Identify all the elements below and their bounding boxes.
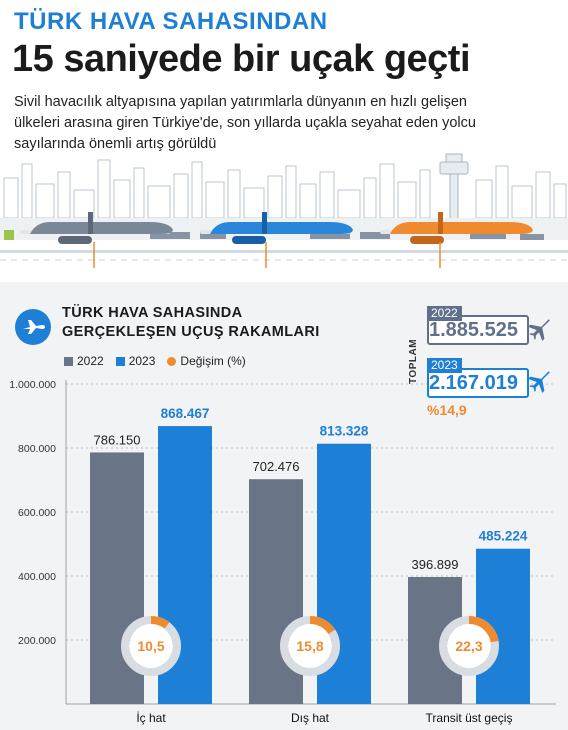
runway-edge bbox=[0, 250, 568, 253]
legend-item-2022: 2022 bbox=[64, 354, 104, 368]
x-category-label: Transit üst geçiş bbox=[426, 711, 513, 725]
orange-airplane-illustration bbox=[380, 212, 533, 244]
legend-item-2023: 2023 bbox=[115, 354, 156, 368]
city-skyline bbox=[3, 159, 567, 219]
airplane-2023-icon bbox=[528, 371, 550, 393]
total-2022-year: 2022 bbox=[427, 306, 462, 321]
y-tick-label: 400.000 bbox=[18, 571, 56, 583]
gray-airplane-illustration bbox=[20, 212, 173, 244]
intro-text: Sivil havacılık altyapısına yapılan yatı… bbox=[14, 94, 476, 152]
y-tick-label: 800.000 bbox=[18, 443, 56, 455]
control-tower bbox=[439, 153, 469, 229]
change-donut-arc bbox=[309, 616, 336, 635]
runway-guide-lines bbox=[93, 242, 441, 268]
y-tick-label: 200.000 bbox=[18, 635, 56, 647]
chart-legend: 2022 2023 Değişim (%) bbox=[64, 354, 246, 368]
bar-value-label-2023: 485.224 bbox=[479, 529, 528, 544]
total-2022-value: 1.885.525 bbox=[429, 319, 518, 341]
legend-label-2022: 2022 bbox=[77, 354, 104, 368]
total-2023-box bbox=[427, 368, 529, 398]
change-donut-arc bbox=[468, 616, 499, 643]
section-title-line2: GERÇEKLEŞEN UÇUŞ RAKAMLARI bbox=[62, 324, 320, 340]
x-category-label: Dış hat bbox=[291, 711, 330, 725]
legend-swatch-2022 bbox=[64, 356, 73, 366]
change-value-label: 22,3 bbox=[455, 638, 482, 654]
y-tick-label: 600.000 bbox=[18, 507, 56, 519]
bar-value-label-2022: 396.899 bbox=[412, 557, 459, 572]
change-donut-center bbox=[447, 624, 491, 668]
legend-item-change: Değişim (%) bbox=[167, 354, 246, 368]
change-donut-arc bbox=[150, 616, 170, 629]
total-2023-year: 2023 bbox=[427, 358, 462, 373]
bar-value-label-2023: 868.467 bbox=[161, 406, 210, 421]
section-title: TÜRK HAVA SAHASINDA GERÇEKLEŞEN UÇUŞ RAK… bbox=[62, 304, 320, 342]
totals-vertical-label: TOPLAM bbox=[408, 338, 419, 384]
airport-scene-illustration bbox=[0, 153, 568, 268]
bar-chart: 200.000 400.000 600.000 800.000 1.000.000 786… bbox=[9, 379, 556, 725]
airplane-icon bbox=[15, 309, 51, 345]
airplane-2022-icon bbox=[528, 319, 550, 341]
x-category-label: İç hat bbox=[136, 711, 166, 725]
bar-value-label-2022: 702.476 bbox=[253, 459, 300, 474]
headline: 15 saniyede bir uçak geçti bbox=[12, 38, 471, 80]
legend-label-2023: 2023 bbox=[128, 354, 156, 368]
y-tick-label: 1.000.000 bbox=[9, 379, 56, 391]
kicker-title: TÜRK HAVA SAHASINDAN bbox=[14, 8, 328, 35]
bar-value-label-2023: 813.328 bbox=[320, 424, 369, 439]
legend-swatch-change bbox=[167, 356, 177, 366]
bar-value-label-2022: 786.150 bbox=[94, 432, 141, 447]
chart-section: 200.000 400.000 600.000 800.000 1.000.000 786… bbox=[0, 282, 568, 730]
ground-vehicles bbox=[4, 230, 544, 240]
change-value-label: 15,8 bbox=[296, 638, 323, 654]
legend-swatch-2023 bbox=[115, 356, 125, 366]
change-value-label: 10,5 bbox=[137, 638, 164, 654]
blue-airplane-illustration bbox=[200, 212, 353, 244]
change-donut-center bbox=[288, 624, 332, 668]
change-donut-center bbox=[129, 624, 173, 668]
section-title-line1: TÜRK HAVA SAHASINDA bbox=[62, 305, 243, 321]
legend-label-change: Değişim (%) bbox=[180, 354, 246, 368]
total-change-percent: %14,9 bbox=[427, 402, 467, 418]
total-2023-value: 2.167.019 bbox=[429, 372, 518, 394]
